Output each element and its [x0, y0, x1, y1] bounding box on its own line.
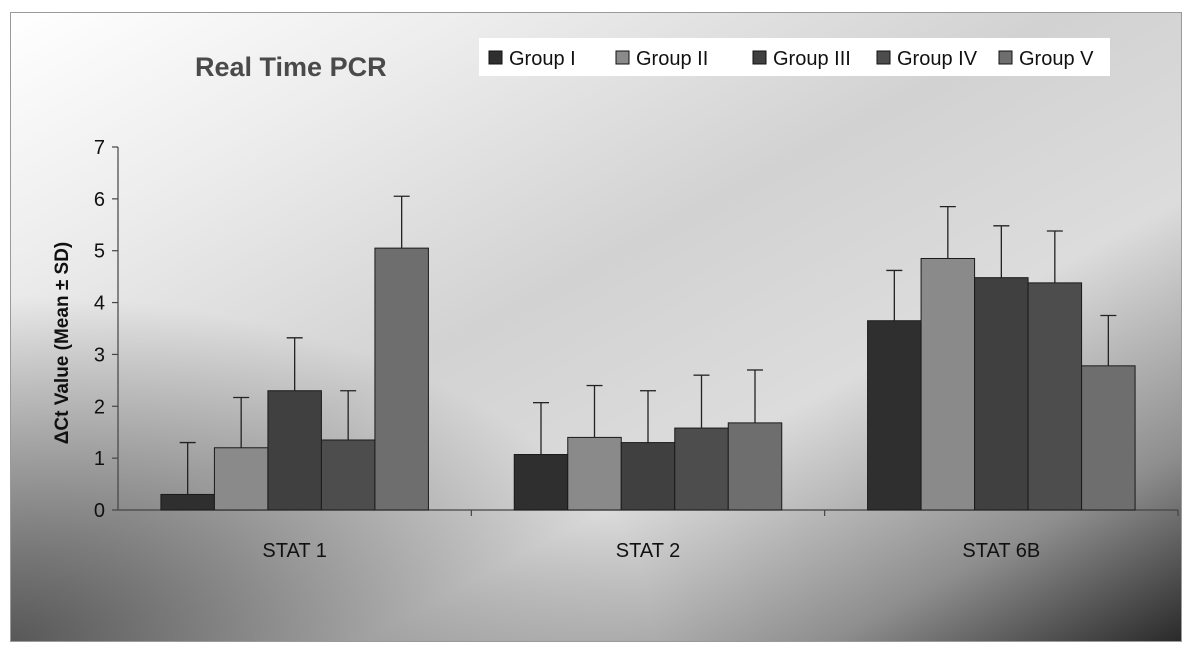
bar-chart: Real Time PCR Group I Group II Group III Gr…: [11, 13, 1181, 641]
legend-swatch: [876, 50, 891, 65]
bar: [320, 439, 376, 511]
y-tick-label: 6: [94, 189, 105, 211]
bar: [1027, 282, 1083, 511]
bar: [674, 427, 729, 511]
chart-title: Real Time PCR: [195, 52, 387, 82]
y-tick-label: 7: [94, 137, 105, 159]
legend-label: Group II: [636, 48, 708, 70]
bar: [867, 320, 922, 511]
bar: [620, 442, 676, 511]
y-tick-label: 0: [94, 500, 105, 522]
y-axis-label: ΔCt Value (Mean ± SD): [52, 242, 73, 445]
bar: [567, 436, 622, 511]
bar: [920, 257, 976, 511]
y-tick-label: 4: [94, 293, 105, 315]
legend-label: Group V: [1019, 48, 1094, 70]
legend: Group I Group II Group III Group IV Group V: [479, 38, 1110, 76]
y-tick-label: 1: [94, 448, 105, 470]
y-tick-label: 2: [94, 396, 105, 418]
x-tick-label: STAT 2: [616, 540, 680, 562]
legend-swatch: [488, 50, 503, 65]
bar: [727, 422, 783, 511]
y-tick-label: 3: [94, 344, 105, 366]
legend-label: Group IV: [897, 48, 978, 70]
bar: [974, 277, 1029, 511]
legend-swatch: [615, 50, 630, 65]
y-tick-label: 5: [94, 241, 105, 263]
bar: [213, 447, 269, 511]
bar: [1081, 365, 1136, 511]
bar: [160, 493, 215, 511]
x-tick-label: STAT 1: [262, 540, 326, 562]
legend-label: Group I: [509, 48, 576, 70]
legend-label: Group III: [773, 48, 851, 70]
legend-swatch: [998, 50, 1013, 65]
bar: [374, 247, 429, 511]
chart-frame: Real Time PCR Group I Group II Group III Gr…: [10, 12, 1182, 642]
bar: [513, 454, 569, 511]
x-tick-label: STAT 6B: [962, 540, 1040, 562]
bars: [160, 195, 1136, 511]
bar: [267, 390, 322, 511]
legend-swatch: [752, 50, 767, 65]
